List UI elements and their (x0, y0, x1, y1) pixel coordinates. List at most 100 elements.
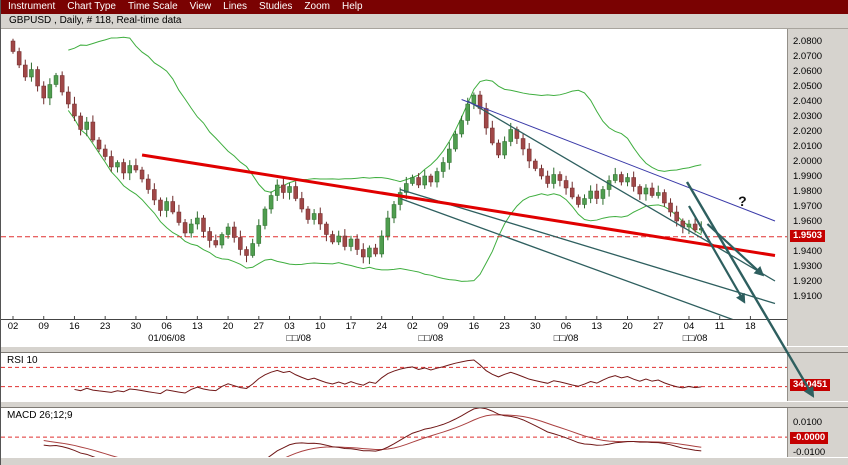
price-axis-label: 2.0500 (793, 81, 823, 92)
candle (692, 223, 698, 231)
candle (459, 120, 464, 135)
candle (10, 40, 16, 52)
menu-time-scale[interactable]: Time Scale (127, 1, 178, 12)
price-axis-label: 1.9700 (793, 201, 823, 212)
price-axis-label: 2.0000 (793, 156, 823, 167)
candle (551, 174, 557, 184)
macd-current-value-label: -0.0000 (790, 431, 829, 444)
candle (133, 165, 139, 171)
x-axis-month-labels: 01/06/08 □□/08 □□/08 □□/08 □□/08 (1, 333, 787, 346)
candle (238, 237, 243, 250)
x-day-label: 03 (284, 321, 295, 332)
candle (244, 249, 249, 256)
menu-zoom[interactable]: Zoom (304, 1, 330, 12)
macd-axis: 0.0100 -0.0100 -0.0000 (787, 408, 848, 457)
x-day-label: 04 (683, 321, 695, 332)
candle (557, 174, 563, 181)
candle (72, 103, 77, 117)
candle (600, 189, 606, 199)
menu-instrument[interactable]: Instrument (8, 1, 56, 12)
x-day-label: 30 (530, 321, 541, 332)
candle (569, 187, 575, 198)
x-day-label: 06 (161, 321, 172, 332)
bottom-strip (1, 457, 848, 465)
candle (416, 177, 421, 186)
main-plot-area: ? 02 09 16 23 30 06 13 20 27 03 10 17 24 02 09 16 23 30 06… (1, 29, 787, 346)
panel-splitter-2[interactable] (1, 401, 848, 408)
candle (348, 238, 354, 247)
candle (121, 162, 126, 174)
candle (336, 235, 341, 243)
candle (502, 141, 507, 156)
blue-trendline (461, 99, 776, 222)
price-axis-label: 1.9300 (793, 261, 823, 272)
x-day-label: 17 (345, 321, 357, 332)
candle (139, 169, 145, 180)
candle (299, 198, 305, 210)
menu-bar: Instrument Chart Type Time Scale View Li… (1, 0, 848, 14)
candle (563, 180, 569, 189)
macd-panel-canvas[interactable] (1, 408, 787, 457)
menu-lines[interactable]: Lines (223, 1, 248, 12)
candle (78, 115, 83, 130)
price-axis-label: 1.9200 (793, 276, 823, 287)
menu-view[interactable]: View (189, 1, 212, 12)
x-day-label: 27 (253, 321, 265, 332)
candle (225, 226, 231, 235)
candle (145, 178, 151, 190)
candle (385, 217, 391, 237)
candle (115, 162, 120, 168)
price-axis-label: 1.9100 (793, 291, 823, 302)
bollinger-upper-line (68, 36, 702, 193)
candle (16, 51, 22, 66)
candle (66, 91, 71, 105)
x-day-label: 16 (69, 321, 80, 332)
candle (96, 139, 102, 150)
price-axis[interactable]: 2.0800 2.0700 2.0600 2.0500 2.0400 2.0300 2.02… (787, 29, 848, 346)
bollinger-lower-line (67, 110, 702, 282)
price-axis-label: 2.0400 (793, 96, 823, 107)
price-chart-canvas[interactable]: ? (1, 29, 787, 320)
candle (637, 186, 643, 195)
menu-help[interactable]: Help (341, 1, 363, 12)
candle (612, 174, 618, 181)
red-trendline (141, 153, 776, 257)
down-arrow (688, 205, 746, 304)
candle (35, 69, 40, 87)
rsi-panel-canvas[interactable] (1, 353, 787, 401)
candle (674, 211, 679, 222)
candle (391, 204, 397, 219)
x-day-label: 06 (560, 321, 572, 332)
candle (471, 94, 477, 105)
x-day-label: 27 (652, 321, 664, 332)
rsi-panel-row: RSI 10 34.0451 (1, 353, 848, 401)
x-month-label: □□/08 (682, 333, 708, 344)
candle (23, 64, 28, 78)
channel-line (399, 197, 736, 320)
candle (47, 84, 53, 99)
candle (330, 234, 335, 243)
candle (127, 165, 133, 174)
rsi-axis: 34.0451 (787, 353, 848, 401)
candle (158, 199, 163, 211)
menu-studies[interactable]: Studies (259, 1, 293, 12)
price-axis-label: 2.0800 (793, 36, 823, 47)
candle (662, 192, 667, 204)
panel-splitter-1[interactable] (1, 346, 848, 353)
x-day-label: 20 (222, 321, 234, 332)
candle (176, 211, 182, 223)
x-day-label: 10 (314, 321, 326, 332)
channel-line (467, 100, 776, 282)
candle (428, 175, 434, 183)
candle (434, 171, 440, 183)
x-month-label: □□/08 (553, 333, 579, 344)
main-chart-row: ? 02 09 16 23 30 06 13 20 27 03 10 17 24 02 09 16 23 30 06… (1, 29, 848, 346)
candle (213, 240, 219, 246)
macd-signal-line (43, 414, 702, 457)
candle (102, 148, 108, 157)
candle (588, 190, 593, 199)
price-axis-label: 2.0700 (793, 51, 823, 62)
candle (496, 142, 501, 156)
menu-chart-type[interactable]: Chart Type (67, 1, 116, 12)
